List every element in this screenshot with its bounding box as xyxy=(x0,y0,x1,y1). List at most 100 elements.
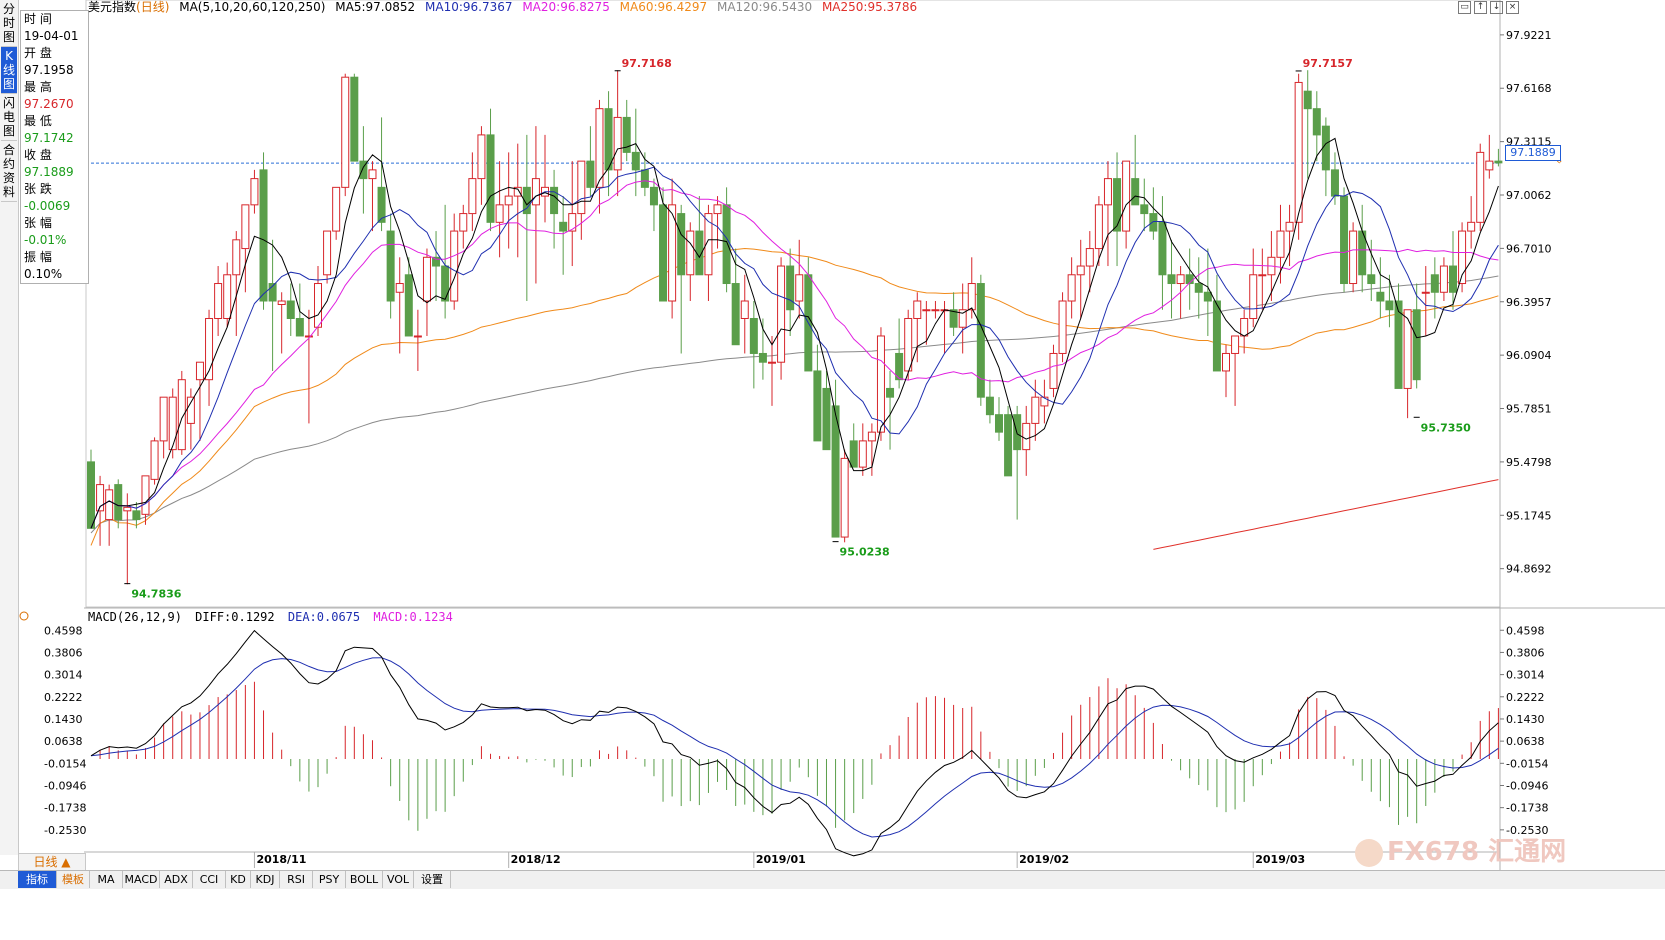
tab-flash[interactable]: 闪电图 xyxy=(1,94,17,141)
tab-ma[interactable]: MA xyxy=(90,871,123,888)
candle-up xyxy=(1022,422,1031,451)
period-label[interactable]: (日线) xyxy=(136,0,170,14)
price-tick-label: 95.1745 xyxy=(1506,509,1552,522)
tab-macd[interactable]: MACD xyxy=(123,871,160,888)
candle-up xyxy=(304,335,313,338)
candle-up xyxy=(141,475,150,515)
macd-tick-label: 0.2222 xyxy=(1506,691,1545,704)
candle-up xyxy=(1485,160,1494,171)
ma5-value: MA5:97.0852 xyxy=(335,0,416,14)
candle-up xyxy=(450,230,459,302)
macd-params[interactable]: MACD(26,12,9) xyxy=(88,610,182,624)
candle-down xyxy=(432,256,441,267)
candle-down xyxy=(604,108,613,171)
change-value: -0.0069 xyxy=(24,199,71,213)
ma-legend: 美元指数(日线) MA(5,10,20,60,120,250) MA5:97.0… xyxy=(88,0,923,16)
candle-down xyxy=(441,265,450,302)
candle-down xyxy=(286,300,295,319)
candle-up xyxy=(341,76,350,188)
candle-up xyxy=(96,484,105,512)
candle-up xyxy=(531,178,540,206)
close-value: 97.1889 xyxy=(24,165,74,179)
candle-up xyxy=(1122,160,1131,232)
candle-down xyxy=(259,169,268,302)
candle-down xyxy=(522,186,531,215)
ma120-value: MA120:96.5430 xyxy=(716,0,813,14)
candle-down xyxy=(640,169,649,188)
candle-up xyxy=(1439,265,1448,293)
candle-up xyxy=(958,309,967,328)
candle-up xyxy=(250,178,259,206)
tab-intraday[interactable]: 分时图 xyxy=(1,0,17,47)
candle-up xyxy=(1085,248,1094,267)
tab-psy[interactable]: PSY xyxy=(313,871,346,888)
candle-up xyxy=(332,186,341,232)
candle-up xyxy=(205,317,214,381)
tab-settings[interactable]: 设置 xyxy=(414,871,451,888)
candle-down xyxy=(622,116,631,153)
candle-down xyxy=(377,186,386,223)
macd-tick-label-left: 0.3014 xyxy=(44,669,83,682)
candle-down xyxy=(1212,300,1221,372)
date-tick-label: 2019/01 xyxy=(756,853,806,866)
candle-down xyxy=(849,440,858,468)
candle-down xyxy=(1158,221,1167,276)
macd-tick-label: 0.1430 xyxy=(1506,713,1545,726)
watermark-text: FX678 汇通网 xyxy=(1387,837,1567,867)
tab-kline[interactable]: K线图 xyxy=(1,47,17,94)
macd-tick-label-left: -0.0946 xyxy=(44,779,86,792)
time-value: 19-04-01 xyxy=(24,29,79,43)
window-controls: ▭ ↑ ↓ × xyxy=(1458,1,1522,15)
candle-up xyxy=(1467,221,1476,232)
tab-kd[interactable]: KD xyxy=(226,871,251,888)
candle-up xyxy=(477,134,486,180)
restore-icon[interactable]: ▭ xyxy=(1458,1,1471,14)
ma5-line xyxy=(90,137,1499,529)
candle-up xyxy=(368,169,377,180)
ma60-value: MA60:96.4297 xyxy=(619,0,708,14)
kline-chart[interactable]: 97.922197.616897.311597.006296.701096.39… xyxy=(0,0,1665,870)
candle-down xyxy=(1004,414,1013,477)
candle-down xyxy=(813,370,822,442)
tab-template[interactable]: 模板 xyxy=(57,871,90,888)
up-arrow-icon[interactable]: ↑ xyxy=(1474,1,1487,14)
candle-up xyxy=(468,178,477,215)
candle-up xyxy=(1067,274,1076,302)
low-annotation: 94.7836 xyxy=(131,588,181,601)
candle-up xyxy=(768,361,776,364)
candle-down xyxy=(1449,265,1457,293)
price-tick-label: 97.0062 xyxy=(1506,189,1552,202)
candle-up xyxy=(795,274,804,302)
down-arrow-icon[interactable]: ↓ xyxy=(1490,1,1503,14)
candle-up xyxy=(1176,274,1185,285)
ma120-line xyxy=(90,275,1499,534)
high-label: 最 高 xyxy=(24,80,52,94)
candle-down xyxy=(1303,90,1312,110)
price-tick-label: 94.8692 xyxy=(1506,563,1552,576)
tab-cci[interactable]: CCI xyxy=(193,871,226,888)
candle-down xyxy=(976,283,985,398)
tab-adx[interactable]: ADX xyxy=(160,871,193,888)
candle-up xyxy=(214,283,223,319)
close-icon[interactable]: × xyxy=(1506,1,1519,14)
tab-vol[interactable]: VOL xyxy=(383,871,414,888)
tab-boll[interactable]: BOLL xyxy=(346,871,383,888)
ma60-line xyxy=(90,247,1499,546)
candle-down xyxy=(1430,274,1439,293)
candle-down xyxy=(386,230,395,302)
date-tick-label: 2019/02 xyxy=(1019,853,1069,866)
period-selector-button[interactable]: 日线 ▲ xyxy=(18,853,86,871)
macd-tick-label: 0.3806 xyxy=(1506,646,1545,659)
tab-kdj[interactable]: KDJ xyxy=(251,871,280,888)
candle-up xyxy=(1258,274,1267,277)
tab-contract-info[interactable]: 合约资料 xyxy=(1,141,17,202)
tab-indicator[interactable]: 指标 xyxy=(18,871,57,888)
candle-up xyxy=(1276,230,1285,258)
macd-tick-label-left: 0.0638 xyxy=(44,735,83,748)
tab-rsi[interactable]: RSI xyxy=(280,871,313,888)
candle-down xyxy=(995,414,1003,433)
change-pct-label: 张 幅 xyxy=(24,216,52,230)
candle-down xyxy=(550,186,559,215)
ma-params[interactable]: MA(5,10,20,60,120,250) xyxy=(179,0,326,14)
date-tick-label: 2018/11 xyxy=(256,853,306,866)
